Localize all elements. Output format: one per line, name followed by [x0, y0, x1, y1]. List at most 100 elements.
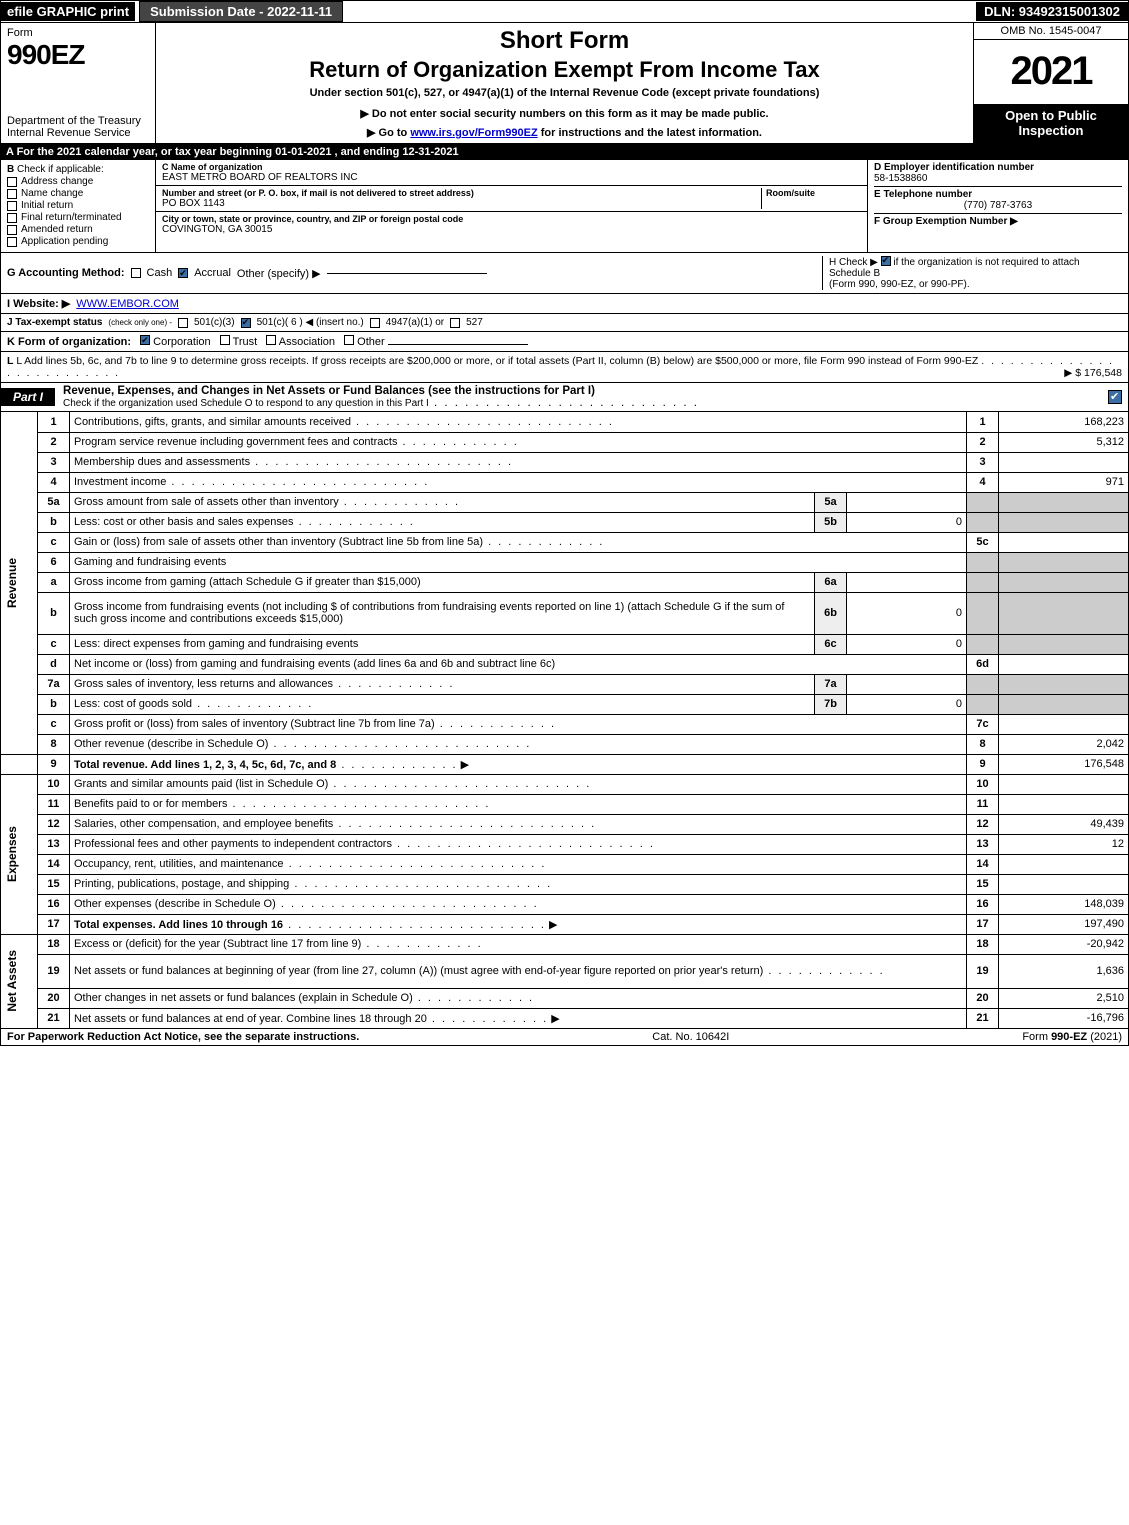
rn-20: 20 — [967, 988, 999, 1008]
chk-association[interactable] — [266, 335, 276, 345]
desc-3: Membership dues and assessments — [74, 456, 250, 468]
section-h: H Check ▶ if the organization is not req… — [822, 256, 1122, 290]
footer-right: Form 990-EZ (2021) — [1022, 1031, 1122, 1043]
chk-cash[interactable] — [131, 268, 141, 278]
chk-corporation[interactable] — [140, 335, 150, 345]
chk-4947[interactable] — [370, 318, 380, 328]
rv-17: 197,490 — [999, 914, 1129, 934]
desc-8: Other revenue (describe in Schedule O) — [74, 738, 268, 750]
header-right: OMB No. 1545-0047 2021 Open to Public In… — [973, 23, 1128, 143]
c-name-hdr: C Name of organization — [162, 162, 861, 172]
g-other-input[interactable] — [327, 273, 487, 274]
form-header: Form 990EZ Department of the Treasury In… — [0, 23, 1129, 144]
chk-initial-return[interactable] — [7, 201, 17, 211]
link-prefix: ▶ Go to — [367, 127, 410, 139]
open-to-public: Open to Public Inspection — [974, 104, 1128, 143]
l-text: L Add lines 5b, 6c, and 7b to line 9 to … — [16, 355, 978, 367]
chk-501c3[interactable] — [178, 318, 188, 328]
rv-12: 49,439 — [999, 814, 1129, 834]
desc-5a: Gross amount from sale of assets other t… — [74, 496, 339, 508]
chk-amended-return[interactable] — [7, 225, 17, 235]
sn-5a: 5a — [815, 492, 847, 512]
chk-final-return[interactable] — [7, 213, 17, 223]
row-k: K Form of organization: Corporation Trus… — [0, 332, 1129, 352]
rn-6c-grey — [967, 634, 999, 654]
chk-trust[interactable] — [220, 335, 230, 345]
ln-20: 20 — [38, 988, 70, 1008]
ln-21: 21 — [38, 1008, 70, 1028]
ln-4: 4 — [38, 472, 70, 492]
rn-17: 17 — [967, 914, 999, 934]
desc-19: Net assets or fund balances at beginning… — [74, 965, 763, 977]
chk-501c[interactable] — [241, 318, 251, 328]
desc-21: Net assets or fund balances at end of ye… — [74, 1013, 427, 1025]
ln-15: 15 — [38, 874, 70, 894]
ln-13: 13 — [38, 834, 70, 854]
submission-date: Submission Date - 2022-11-11 — [139, 1, 343, 22]
k-o4: Other — [357, 336, 385, 348]
rn-15: 15 — [967, 874, 999, 894]
b-text: Check if applicable: — [17, 164, 104, 175]
rn-5a-grey — [967, 492, 999, 512]
ln-7a: 7a — [38, 674, 70, 694]
k-other-input[interactable] — [388, 344, 528, 345]
rv-8: 2,042 — [999, 734, 1129, 754]
chk-h[interactable] — [881, 256, 891, 266]
chk-name-change[interactable] — [7, 189, 17, 199]
revenue-side-label: Revenue — [5, 558, 19, 608]
sv-6c: 0 — [847, 634, 967, 654]
g-cash: Cash — [147, 267, 173, 279]
rn-10: 10 — [967, 774, 999, 794]
desc-7b: Less: cost of goods sold — [74, 698, 192, 710]
desc-6: Gaming and fundraising events — [74, 556, 226, 568]
efile-label[interactable]: efile GRAPHIC print — [1, 2, 135, 21]
opt-name-change: Name change — [21, 188, 83, 199]
form-number: 990EZ — [7, 39, 149, 71]
org-street: PO BOX 1143 — [162, 198, 761, 209]
section-def: D Employer identification number 58-1538… — [868, 160, 1128, 252]
rn-13: 13 — [967, 834, 999, 854]
ln-10: 10 — [38, 774, 70, 794]
part-i-table: Revenue 1 Contributions, gifts, grants, … — [0, 412, 1129, 1029]
ln-3: 3 — [38, 452, 70, 472]
ln-17: 17 — [38, 914, 70, 934]
chk-schedule-o-part-i[interactable] — [1108, 390, 1122, 404]
rn-1: 1 — [967, 412, 999, 432]
rv-6c-grey — [999, 634, 1129, 654]
desc-7c: Gross profit or (loss) from sales of inv… — [74, 718, 435, 730]
ln-1: 1 — [38, 412, 70, 432]
chk-other-org[interactable] — [344, 335, 354, 345]
desc-16: Other expenses (describe in Schedule O) — [74, 898, 276, 910]
rn-18: 18 — [967, 934, 999, 954]
rn-11: 11 — [967, 794, 999, 814]
ln-6c: c — [38, 634, 70, 654]
rn-19: 19 — [967, 954, 999, 988]
k-o1: Corporation — [153, 336, 210, 348]
j-o1: 501(c)(3) — [194, 317, 235, 328]
c-street-hdr: Number and street (or P. O. box, if mail… — [162, 188, 761, 198]
footer-left: For Paperwork Reduction Act Notice, see … — [7, 1031, 359, 1043]
i-label: I Website: ▶ — [7, 297, 70, 310]
opt-address-change: Address change — [21, 176, 93, 187]
sn-6b: 6b — [815, 592, 847, 634]
chk-527[interactable] — [450, 318, 460, 328]
rv-5c — [999, 532, 1129, 552]
k-o2: Trust — [233, 336, 258, 348]
rn-9: 9 — [967, 754, 999, 774]
chk-address-change[interactable] — [7, 177, 17, 187]
desc-11: Benefits paid to or for members — [74, 798, 227, 810]
irs-link[interactable]: www.irs.gov/Form990EZ — [410, 127, 537, 139]
rv-15 — [999, 874, 1129, 894]
ln-9: 9 — [38, 754, 70, 774]
ln-19: 19 — [38, 954, 70, 988]
part-i-header: Part I Revenue, Expenses, and Changes in… — [0, 383, 1129, 412]
desc-7a: Gross sales of inventory, less returns a… — [74, 678, 333, 690]
rn-6d: 6d — [967, 654, 999, 674]
part-i-sub: Check if the organization used Schedule … — [63, 398, 429, 409]
block-bcdef: B Check if applicable: Address change Na… — [0, 160, 1129, 253]
chk-application-pending[interactable] — [7, 237, 17, 247]
section-b-checkboxes: B Check if applicable: Address change Na… — [1, 160, 156, 252]
g-other: Other (specify) ▶ — [237, 267, 321, 280]
chk-accrual[interactable] — [178, 268, 188, 278]
website-link[interactable]: WWW.EMBOR.COM — [76, 298, 179, 310]
